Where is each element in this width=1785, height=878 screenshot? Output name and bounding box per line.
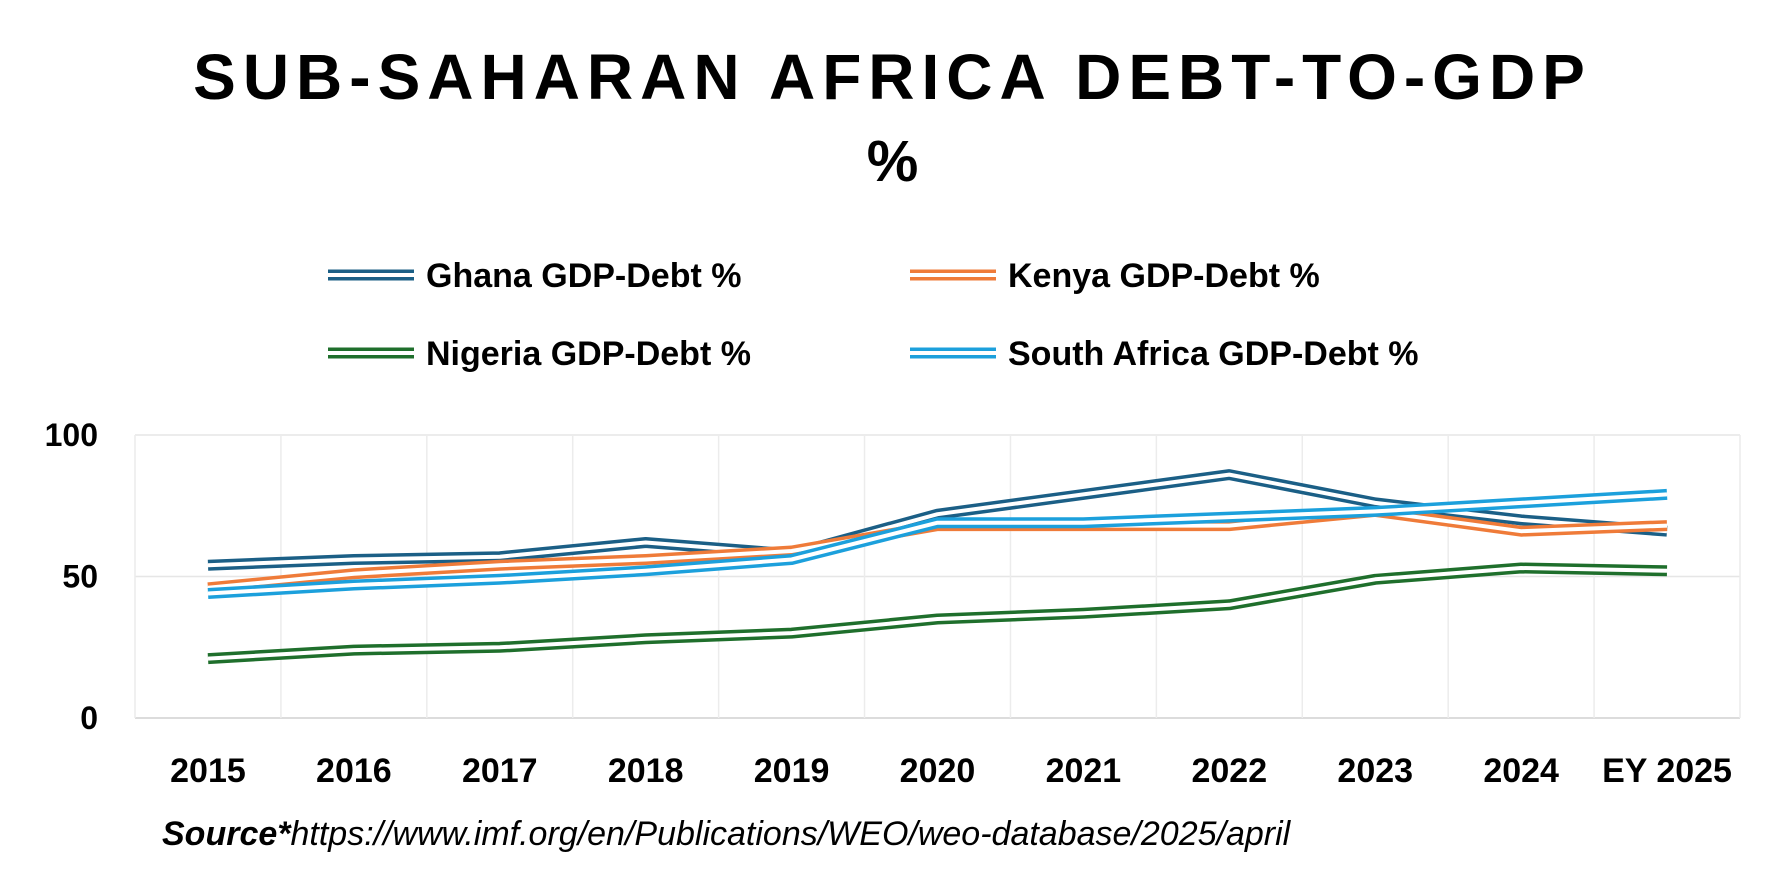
chart-title: SUB-SAHARAN AFRICA DEBT-TO-GDP (193, 41, 1592, 113)
legend-label: South Africa GDP-Debt % (1008, 335, 1419, 373)
x-tick-label: 2016 (316, 752, 392, 790)
legend-label: Nigeria GDP-Debt % (426, 335, 751, 373)
y-tick-label: 100 (45, 417, 98, 453)
source-url: https://www.imf.org/en/Publications/WEO/… (290, 815, 1291, 853)
gridlines (134, 434, 1741, 719)
legend: Ghana GDP-Debt % Kenya GDP-Debt % Nigeria … (328, 257, 1419, 373)
series-lines (207, 469, 1668, 665)
legend-label: Kenya GDP-Debt % (1008, 257, 1320, 295)
y-axis-ticks: 0 50 100 (45, 417, 98, 736)
x-tick-label: 2015 (170, 752, 246, 790)
x-tick-label: EY 2025 (1602, 752, 1732, 790)
series-line-center (207, 566, 1668, 661)
series-line-center (207, 492, 1668, 596)
x-tick-label: 2021 (1046, 752, 1122, 790)
x-tick-label: 2024 (1483, 752, 1559, 790)
source-label: Source* (162, 815, 291, 853)
x-tick-label: 2019 (754, 752, 830, 790)
x-tick-label: 2018 (608, 752, 684, 790)
x-tick-label: 2020 (900, 752, 976, 790)
x-axis-ticks: 2015 2016 2017 2018 2019 2020 2021 2022 2023 2024… (170, 752, 1732, 790)
y-tick-label: 0 (80, 700, 98, 736)
x-tick-label: 2022 (1191, 752, 1267, 790)
source-note: Source*https://www.imf.org/en/Publicatio… (162, 815, 1290, 854)
chart-subtitle: % (866, 129, 919, 194)
x-tick-label: 2023 (1337, 752, 1413, 790)
legend-label: Ghana GDP-Debt % (426, 257, 741, 295)
x-tick-label: 2017 (462, 752, 538, 790)
y-tick-label: 50 (62, 559, 98, 595)
